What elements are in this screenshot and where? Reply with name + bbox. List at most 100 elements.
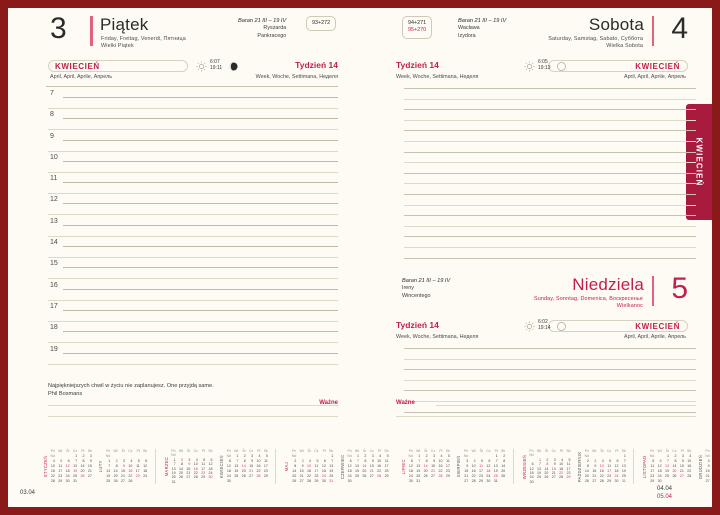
mini-month[interactable]: WRZESIEŃ Pn Wt Śr Cz Pt Sb Nd 1 2 3 4 5 6 7 8 9 10 11 12 13 1…	[521, 449, 571, 484]
month-side-tab[interactable]: KWIECIEŃ	[686, 104, 712, 220]
hour-row[interactable]: 19	[38, 344, 338, 365]
hour-line[interactable]	[63, 203, 338, 205]
mini-calendars-right[interactable]: LIPIEC Pn Wt Śr Cz Pt Sb Nd 1 2 3 4 5 6 7 8 9 10 11 12 13 14 1…	[400, 449, 712, 485]
date-cell: 8	[503, 459, 506, 464]
date-cell: 17	[135, 469, 140, 474]
writing-line[interactable]	[404, 411, 696, 413]
writing-line[interactable]	[404, 88, 696, 89]
half-hour-line[interactable]	[48, 342, 338, 344]
date-cell: 25	[416, 474, 421, 479]
half-hour-line[interactable]	[48, 299, 338, 301]
writing-line[interactable]	[404, 390, 696, 392]
writing-line[interactable]	[404, 183, 696, 185]
mini-month[interactable]: GRUDZIEŃPnWtŚrCzPtSbNd123456789101112131…	[697, 449, 712, 484]
writing-line[interactable]	[404, 379, 696, 381]
writing-line[interactable]	[404, 225, 696, 227]
date-cell: 11	[479, 464, 484, 469]
mini-month[interactable]: KWIECIEŃ Pn Wt Śr Cz Pt Sb Nd 1 2 3 4 5 6 7 8 9 10 11 12 13 1…	[218, 449, 268, 484]
half-hour-line[interactable]	[48, 129, 338, 131]
writing-line[interactable]	[404, 119, 696, 121]
mini-month[interactable]: CZERWIEC Pn Wt Śr Cz Pt Sb Nd 1 2 3 4 5 6 7 8 9 10 11 12 13 1…	[339, 449, 389, 484]
hour-line[interactable]	[63, 182, 338, 184]
writing-line[interactable]	[404, 401, 696, 402]
mini-month[interactable]: LIPIEC Pn Wt Śr Cz Pt Sb Nd 1 2 3 4 5 6 7 8 9 10 11 12 13 14 1…	[400, 449, 450, 484]
half-hour-line[interactable]	[48, 214, 338, 216]
writing-line[interactable]	[404, 194, 696, 195]
writing-line[interactable]	[404, 172, 696, 174]
mini-month[interactable]: PAŹDZIERNIK Pn Wt Śr Cz Pt Sb Nd 1 2 3 4 5 6 7 8 9 10 11 12…	[576, 449, 626, 484]
hour-row[interactable]: 10	[38, 152, 338, 173]
writing-line[interactable]	[404, 204, 696, 206]
weekday-header: Nd	[463, 454, 469, 459]
writing-line[interactable]	[404, 109, 696, 111]
date-cell: 7	[236, 459, 239, 464]
writing-line[interactable]	[404, 257, 696, 259]
hour-line[interactable]	[63, 160, 338, 162]
hour-row[interactable]: 17	[38, 301, 338, 322]
mini-month[interactable]: LUTY Pn Wt Śr Cz Pt Sb Nd 1 2 3 4 5 6 7 8 9 10 11 12 13 14 15 1…	[97, 449, 147, 484]
half-hour-line[interactable]	[48, 150, 338, 152]
weekday-header: Wt	[592, 449, 597, 453]
half-hour-line[interactable]	[48, 363, 338, 365]
date-cell: 19	[234, 469, 239, 474]
writing-line[interactable]	[404, 247, 696, 248]
mini-month[interactable]: STYCZEŃ Pn Wt Śr Cz Pt Sb Nd 1 2 3 4 5 6 7 8 9 10 11 12 13 14…	[42, 449, 92, 484]
hour-line[interactable]	[63, 352, 338, 354]
hour-line[interactable]	[63, 97, 338, 98]
date-cell: 15	[464, 469, 469, 474]
writing-line[interactable]	[404, 141, 696, 142]
writing-line[interactable]	[404, 130, 696, 132]
writing-line[interactable]	[404, 369, 696, 371]
half-hour-line[interactable]	[48, 108, 338, 109]
hour-row[interactable]: 16	[38, 280, 338, 301]
hour-row[interactable]: 11	[38, 173, 338, 195]
half-hour-line[interactable]	[48, 235, 338, 237]
half-hour-line[interactable]	[48, 320, 338, 322]
date-cell: 24	[208, 471, 213, 476]
mini-month[interactable]: MAJ Pn Wt Śr Cz Pt Sb Nd 1 2 3 4 5 6 7 8 9 10 11 12 13 14 15 16…	[283, 449, 333, 484]
writing-line[interactable]	[404, 236, 696, 238]
writing-line[interactable]	[404, 348, 696, 349]
hour-line[interactable]	[63, 224, 338, 226]
mini-month[interactable]: MARZEC Pn Wt Śr Cz Pt Sb Nd 1 2 3 4 5 6 7 8 9 10 11 12 13 14 1…	[163, 449, 213, 484]
hour-row[interactable]: 8	[38, 109, 338, 131]
weekday-header: Cz	[314, 449, 319, 453]
mini-month[interactable]: LISTOPAD Pn Wt Śr Cz Pt Sb Nd 1 2 3 4 5 6 7 8 9 10 11 12 13 1…	[641, 449, 691, 484]
right-page: 4 Sobota Saturday, Samstag, Sabato, Субб…	[396, 8, 696, 417]
weekday-header: Nd	[584, 454, 589, 459]
half-hour-line[interactable]	[48, 193, 338, 195]
writing-line[interactable]	[404, 358, 696, 360]
half-hour-line[interactable]	[48, 171, 338, 173]
friday-hour-rows[interactable]: 7 8 9 10 11 12 13 14 15 16 17 18 19	[38, 88, 338, 365]
page-number-right-value-2: 05.04	[656, 494, 672, 500]
hour-line[interactable]	[63, 288, 338, 290]
saturday-lines[interactable]	[396, 88, 696, 260]
half-hour-line[interactable]	[48, 278, 338, 280]
hour-line[interactable]	[63, 331, 338, 333]
sunday-lines[interactable]	[396, 348, 696, 413]
hour-line[interactable]	[63, 139, 338, 141]
hour-line[interactable]	[63, 267, 338, 269]
writing-line[interactable]	[404, 215, 696, 217]
hour-row[interactable]: 15	[38, 258, 338, 280]
mini-calendars-left[interactable]: STYCZEŃ Pn Wt Śr Cz Pt Sb Nd 1 2 3 4 5 6 7 8 9 10 11 12 13 14…	[42, 449, 389, 485]
hour-row[interactable]: 9	[38, 131, 338, 152]
hour-row[interactable]: 18	[38, 322, 338, 344]
hour-row[interactable]: 7	[38, 88, 338, 109]
hour-line[interactable]	[63, 309, 338, 311]
hour-row[interactable]: 12	[38, 194, 338, 216]
writing-line[interactable]	[404, 98, 696, 100]
date-cell: 16	[307, 469, 312, 474]
writing-line[interactable]	[404, 162, 696, 164]
hour-row[interactable]: 14	[38, 237, 338, 259]
hour-row[interactable]: 13	[38, 216, 338, 237]
half-hour-line[interactable]	[48, 257, 338, 259]
hour-line[interactable]	[63, 246, 338, 248]
weekday-header: Pn	[408, 449, 413, 453]
weekday-header: Nd	[105, 454, 111, 459]
hour-line[interactable]	[63, 118, 338, 120]
date-cell: 21	[551, 471, 556, 476]
mini-month[interactable]: SIERPIEŃ Pn Wt Śr Cz Pt Sb Nd 1 2 3 4 5 6 7 8 9 10 11 12 13 1…	[455, 449, 505, 484]
date-cell: 15	[249, 464, 254, 469]
writing-line[interactable]	[404, 151, 696, 153]
